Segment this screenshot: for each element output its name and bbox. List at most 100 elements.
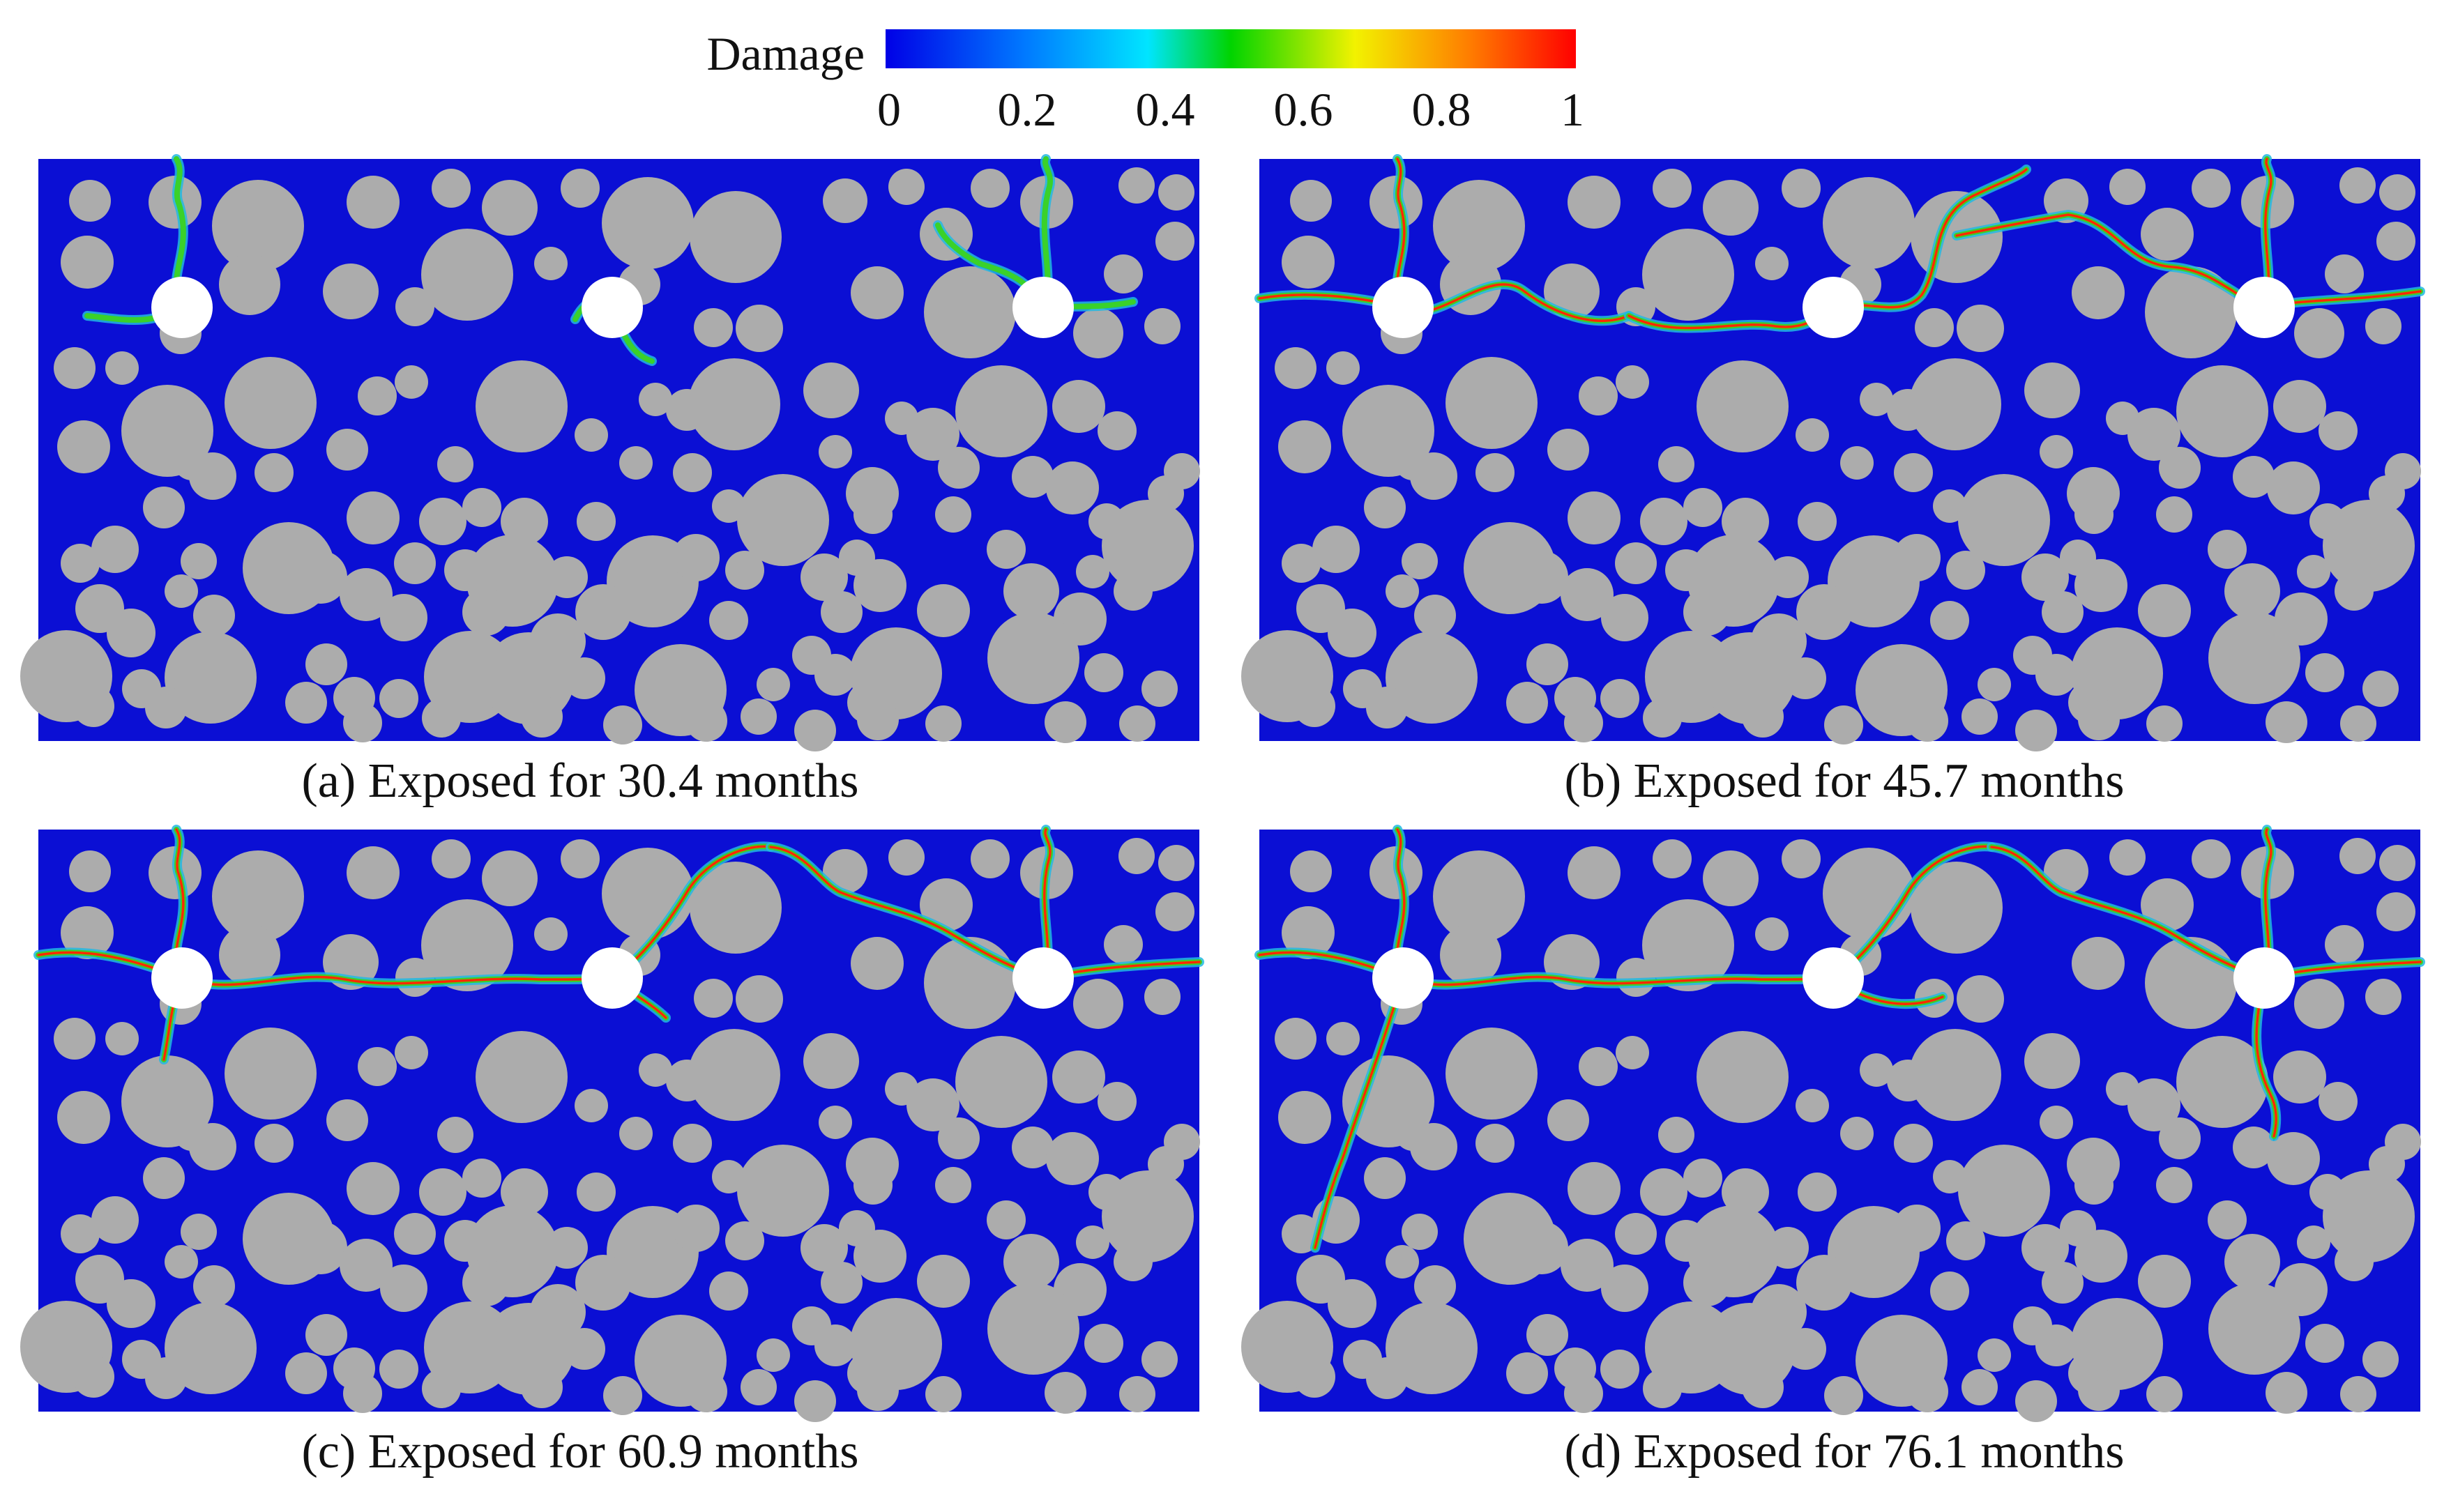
aggregate-particle xyxy=(2138,1255,2191,1308)
aggregate-particle xyxy=(294,551,347,604)
aggregate-particle xyxy=(741,1369,777,1405)
aggregate-particle xyxy=(1155,222,1194,261)
aggregate-particle xyxy=(1915,308,1954,347)
aggregate-particle xyxy=(888,839,925,876)
aggregate-particle xyxy=(132,425,168,461)
aggregate-particle xyxy=(1683,1159,1722,1198)
aggregate-particle xyxy=(577,1173,616,1212)
aggregate-particle xyxy=(935,496,971,533)
rebar-hole xyxy=(1803,277,1864,338)
aggregate-particle xyxy=(1961,1369,1998,1405)
aggregate-particle xyxy=(1395,444,1431,480)
crack-path xyxy=(1987,842,2269,983)
aggregate-particle xyxy=(2323,500,2415,592)
aggregate-particle xyxy=(1290,180,1332,222)
aggregate-particle xyxy=(2379,845,2415,881)
aggregate-particle xyxy=(688,358,780,450)
rebar-hole xyxy=(1372,277,1434,338)
aggregate-particle xyxy=(2208,612,2300,704)
aggregate-particle xyxy=(725,551,764,590)
aggregate-particle xyxy=(347,491,400,544)
aggregate-particle xyxy=(1796,1255,1852,1311)
aggregate-particle xyxy=(563,657,605,699)
aggregate-particle xyxy=(1003,563,1059,619)
aggregate-particle xyxy=(1653,169,1692,208)
aggregate-particle xyxy=(1930,601,1969,640)
aggregate-particle xyxy=(1073,308,1123,358)
aggregate-particle xyxy=(685,700,727,742)
aggregate-particle xyxy=(73,1356,114,1398)
aggregate-particle xyxy=(165,632,257,724)
aggregate-particle xyxy=(225,1028,317,1120)
aggregate-particle xyxy=(803,362,859,418)
aggregate-particle xyxy=(1978,668,2011,701)
aggregate-particle xyxy=(1515,551,1568,604)
aggregate-particle xyxy=(1909,1029,2001,1121)
aggregate-particle xyxy=(2078,698,2120,740)
aggregate-particle xyxy=(1098,411,1137,450)
aggregate-particle xyxy=(2138,584,2191,637)
aggregate-particle xyxy=(1683,1259,1731,1306)
aggregate-particle xyxy=(888,169,925,205)
aggregate-particle xyxy=(340,1239,393,1292)
aggregate-particle xyxy=(193,595,235,636)
aggregate-particle xyxy=(1293,1356,1335,1398)
aggregate-particle xyxy=(906,1078,959,1131)
aggregate-particle xyxy=(1616,1036,1649,1069)
aggregate-particle xyxy=(181,543,217,579)
aggregate-particle xyxy=(1561,568,1614,621)
aggregate-particle xyxy=(819,435,852,468)
panel-c-caption: (c) Exposed for 60.9 months xyxy=(301,1425,858,1479)
aggregate-particle xyxy=(1616,365,1649,399)
aggregate-particle xyxy=(1402,543,1438,579)
aggregate-particle xyxy=(709,1272,748,1311)
aggregate-particle xyxy=(814,654,856,696)
aggregate-particle xyxy=(1326,351,1360,385)
aggregate-particle xyxy=(2305,1324,2344,1363)
aggregate-particle xyxy=(1958,474,2050,566)
aggregate-particle xyxy=(285,1352,327,1394)
aggregate-particle xyxy=(143,487,185,528)
aggregate-particle xyxy=(482,850,538,906)
aggregate-particle xyxy=(174,444,210,480)
aggregate-particle xyxy=(938,447,980,489)
aggregate-particle xyxy=(462,1159,501,1198)
aggregate-particle xyxy=(132,1095,168,1131)
aggregate-particle xyxy=(1601,1265,1648,1312)
aggregate-particle xyxy=(2369,1146,2405,1182)
aggregate-particle xyxy=(955,365,1047,457)
aggregate-particle xyxy=(673,1124,712,1163)
aggregate-particle xyxy=(924,937,1016,1029)
aggregate-particle xyxy=(212,180,304,272)
aggregate-particle xyxy=(1328,1279,1376,1328)
aggregate-particle xyxy=(821,1262,863,1304)
aggregate-particle xyxy=(1798,1173,1837,1212)
aggregate-particle xyxy=(57,420,110,473)
aggregate-particle xyxy=(1742,696,1784,738)
aggregate-particle xyxy=(1150,530,1189,569)
aggregate-particle xyxy=(501,498,548,545)
crack-path xyxy=(1828,165,2031,312)
aggregate-particle xyxy=(2267,461,2320,514)
rebar-hole xyxy=(1012,277,1074,338)
crack-path xyxy=(1398,972,1838,990)
colorbar-tick-5: 1 xyxy=(1561,83,1584,136)
aggregate-particle xyxy=(1642,899,1734,991)
aggregate-particle xyxy=(1084,1324,1123,1363)
aggregate-particle xyxy=(1894,453,1933,492)
aggregate-particle xyxy=(1946,551,1985,590)
aggregate-particle xyxy=(1114,1242,1153,1281)
aggregate-particle xyxy=(1395,1115,1431,1151)
aggregate-particle xyxy=(143,1157,185,1199)
panel-a: (a) Exposed for 30.4 months xyxy=(20,154,1200,808)
aggregate-particle xyxy=(803,1033,859,1089)
aggregate-particle xyxy=(1600,1350,1639,1389)
aggregate-particle xyxy=(1640,1168,1687,1216)
aggregate-particle xyxy=(305,643,347,685)
aggregate-particle xyxy=(1568,176,1621,229)
aggregate-particle xyxy=(1506,682,1548,724)
aggregate-particle xyxy=(1911,862,2003,954)
aggregate-particle xyxy=(1933,489,1966,523)
aggregate-particle xyxy=(219,254,280,315)
aggregate-particle xyxy=(2015,710,2057,751)
